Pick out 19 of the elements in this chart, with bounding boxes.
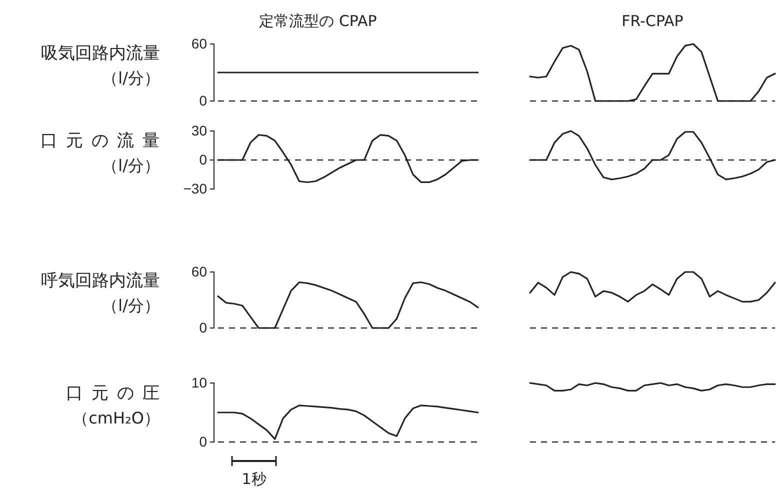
y-tick-label: 30 <box>191 122 208 138</box>
text: 1秒 <box>242 470 266 488</box>
y-tick-label: −30 <box>183 180 208 196</box>
y-axis-title: 口元の圧（cmH₂O） <box>66 383 168 428</box>
chart-title: 定常流型の CPAP <box>259 12 377 30</box>
y-tick-label: 0 <box>199 151 208 168</box>
y-axis-title: 呼気回路内流量（l/分） <box>41 270 160 316</box>
y-axis-title: 口元の流量（l/分） <box>40 130 168 176</box>
y-tick-label: 10 <box>191 374 208 390</box>
y-tick-label: 0 <box>199 433 208 450</box>
y-axis-title: 吸気回路内流量（l/分） <box>41 43 160 88</box>
line-series <box>217 404 479 440</box>
y-tick-label: 60 <box>191 35 208 52</box>
y-tick-label: 0 <box>199 319 208 336</box>
y-tick-label: 0 <box>199 92 208 108</box>
line-series <box>217 134 479 184</box>
y-tick-label: 60 <box>191 263 208 280</box>
line-series <box>217 281 479 329</box>
chart-title: FR-CPAP <box>622 12 684 30</box>
